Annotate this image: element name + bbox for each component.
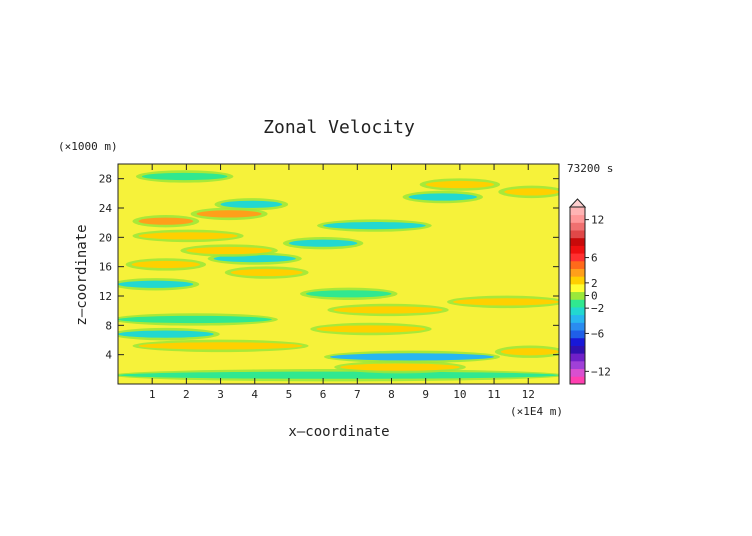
- colorbar-label: 12: [591, 214, 604, 227]
- colorbar-segment: [570, 322, 585, 331]
- field-band: [186, 246, 272, 255]
- field-band: [230, 268, 303, 277]
- colorbar-segment: [570, 368, 585, 377]
- field-band: [425, 180, 495, 189]
- colorbar-segment: [570, 260, 585, 269]
- colorbar-segment: [570, 214, 585, 223]
- time-label: 73200 s: [567, 162, 613, 175]
- colorbar-label: −2: [591, 302, 604, 315]
- colorbar-segment: [570, 330, 585, 339]
- colorbar-segment: [570, 353, 585, 362]
- colorbar-extension: [568, 198, 587, 208]
- field-band: [329, 353, 495, 361]
- colorbar-segment: [570, 291, 585, 300]
- colorbar-segment: [570, 299, 585, 308]
- field-band: [118, 315, 272, 324]
- field-band: [196, 210, 262, 218]
- field-band: [213, 255, 296, 263]
- field-band: [504, 188, 559, 196]
- x-tick-label: 7: [354, 388, 361, 401]
- field-band: [333, 306, 443, 314]
- colorbar-segment: [570, 245, 585, 254]
- x-tick-label: 11: [487, 388, 500, 401]
- colorbar-segment: [570, 253, 585, 262]
- field-band: [453, 298, 559, 306]
- colorbar-segment: [570, 307, 585, 316]
- x-tick-label: 9: [422, 388, 429, 401]
- field-band: [408, 193, 477, 201]
- field-band: [220, 200, 283, 208]
- y-axis: 4 8 12 16 20 24 28: [99, 173, 559, 362]
- field-band: [118, 280, 194, 288]
- colorbar-segment: [570, 345, 585, 354]
- y-axis-label: z—coordinate: [74, 224, 90, 325]
- x-tick-label: 6: [320, 388, 327, 401]
- x-tick-label: 1: [149, 388, 156, 401]
- x-tick-label: 12: [522, 388, 535, 401]
- colorbar-segment: [570, 376, 585, 385]
- x-axis-label: x—coordinate: [288, 424, 389, 440]
- x-tick-label: 10: [453, 388, 466, 401]
- colorbar-label: 6: [591, 252, 598, 265]
- colorbar-segment: [570, 276, 585, 285]
- colorbar-label: 2: [591, 277, 598, 290]
- colorbar-label: −12: [591, 365, 611, 378]
- x-axis: 1 2 3 4 5 6 7 8 9 10 11 12: [149, 164, 535, 401]
- colorbar-segment: [570, 230, 585, 239]
- y-tick-label: 20: [99, 231, 112, 244]
- colorbar-segment: [570, 207, 585, 216]
- x-tick-label: 4: [251, 388, 258, 401]
- colorbar-segment: [570, 283, 585, 293]
- y-tick-label: 24: [99, 202, 113, 215]
- colorbar-segment: [570, 360, 585, 370]
- colorbar-segment: [570, 237, 585, 246]
- x-tick-label: 2: [183, 388, 190, 401]
- x-tick-label: 8: [388, 388, 395, 401]
- field-band: [118, 371, 559, 379]
- y-tick-label: 8: [105, 319, 112, 332]
- field-band: [141, 172, 228, 181]
- field-band: [340, 363, 460, 371]
- field-band: [131, 260, 201, 269]
- field-band: [288, 239, 358, 247]
- field-band: [306, 290, 392, 298]
- field-band: [316, 325, 426, 333]
- plot-frame: [117, 163, 560, 385]
- y-tick-label: 12: [99, 290, 112, 303]
- colorbar-segment: [570, 314, 585, 323]
- field-band: [138, 217, 194, 225]
- chart-title: Zonal Velocity: [263, 117, 415, 138]
- x-unit-label: (×1E4 m): [510, 405, 563, 418]
- colorbar-segment: [570, 222, 585, 231]
- y-tick-label: 16: [99, 261, 112, 274]
- field-band: [118, 330, 214, 338]
- field-band: [500, 348, 559, 356]
- y-tick-label: 4: [105, 349, 112, 362]
- field-band: [138, 342, 303, 350]
- colorbar-label: −6: [591, 327, 604, 340]
- field-band: [138, 232, 238, 240]
- y-tick-label: 28: [99, 173, 112, 186]
- x-tick-label: 5: [286, 388, 293, 401]
- colorbar: 12 6 20−2 −6 −12: [568, 198, 611, 385]
- field-band: [323, 222, 426, 230]
- heatmap-plot: [117, 163, 560, 385]
- x-tick-label: 3: [217, 388, 224, 401]
- colorbar-label: 0: [591, 290, 598, 303]
- colorbar-segment: [570, 268, 585, 277]
- y-unit-label: (×1000 m): [58, 140, 118, 153]
- colorbar-segment: [570, 337, 585, 346]
